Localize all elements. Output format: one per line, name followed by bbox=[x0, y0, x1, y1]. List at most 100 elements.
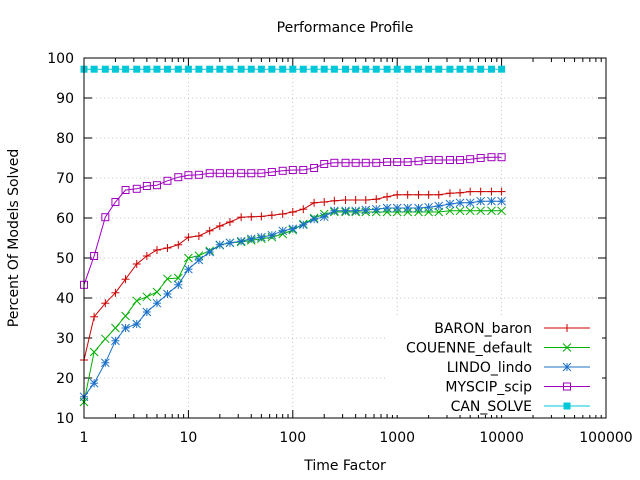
marker-stroke bbox=[329, 206, 339, 216]
marker-box bbox=[341, 158, 350, 167]
data-point bbox=[184, 253, 193, 263]
data-point bbox=[288, 166, 297, 174]
data-point bbox=[257, 232, 266, 242]
marker-stroke bbox=[184, 253, 193, 263]
data-point bbox=[487, 153, 496, 162]
data-point bbox=[498, 65, 506, 73]
marker-box bbox=[194, 170, 203, 179]
legend-item-baron-baron: BARON_baron bbox=[434, 321, 590, 337]
marker-stroke bbox=[476, 196, 486, 206]
data-point bbox=[215, 169, 224, 178]
legend-item-myscip-scip: MYSCIP_scip bbox=[445, 380, 590, 396]
data-point bbox=[497, 196, 506, 206]
legend-marker bbox=[563, 382, 571, 391]
marker-stroke bbox=[392, 203, 402, 213]
marker-box bbox=[101, 65, 109, 73]
data-point bbox=[361, 196, 370, 204]
data-point bbox=[89, 347, 99, 357]
marker-stroke bbox=[487, 206, 496, 216]
data-point bbox=[100, 358, 110, 368]
data-point bbox=[257, 169, 266, 178]
data-point bbox=[152, 181, 161, 190]
marker-stroke bbox=[309, 214, 319, 224]
marker-stroke bbox=[445, 199, 455, 209]
data-point bbox=[122, 65, 130, 73]
y-tick-label: 80 bbox=[56, 131, 74, 147]
data-point bbox=[279, 65, 287, 73]
chart-title: Performance Profile bbox=[277, 20, 414, 36]
marker-stroke bbox=[89, 347, 99, 357]
data-point bbox=[215, 222, 224, 230]
marker-stroke bbox=[163, 274, 172, 284]
data-point bbox=[225, 169, 234, 178]
data-point bbox=[487, 65, 495, 73]
marker-stroke bbox=[278, 226, 288, 236]
marker-box bbox=[320, 160, 329, 168]
marker-box bbox=[466, 65, 474, 73]
data-point bbox=[225, 238, 235, 248]
data-point bbox=[477, 65, 485, 73]
data-point bbox=[425, 65, 433, 73]
marker-box bbox=[362, 65, 370, 73]
data-point bbox=[342, 65, 350, 73]
data-point bbox=[320, 160, 329, 168]
data-point bbox=[487, 187, 496, 196]
data-point bbox=[237, 65, 245, 73]
data-point bbox=[163, 65, 171, 73]
marker-box bbox=[237, 169, 246, 178]
data-point bbox=[133, 65, 141, 73]
marker-box bbox=[320, 65, 328, 73]
marker-box bbox=[133, 65, 141, 73]
data-point bbox=[142, 292, 152, 302]
plot-frame bbox=[83, 57, 607, 419]
y-tick-label: 50 bbox=[56, 251, 74, 267]
data-point bbox=[455, 198, 465, 208]
marker-stroke bbox=[319, 212, 329, 222]
marker-box bbox=[205, 169, 214, 178]
data-point bbox=[246, 234, 256, 244]
marker-box bbox=[237, 65, 245, 73]
data-point bbox=[497, 206, 506, 216]
marker-box bbox=[288, 166, 297, 174]
marker-stroke bbox=[100, 358, 110, 368]
data-point bbox=[194, 232, 203, 240]
marker-stroke bbox=[487, 196, 496, 206]
data-point bbox=[111, 323, 120, 333]
x-tick-label: 100 bbox=[279, 430, 306, 446]
marker-box bbox=[310, 164, 319, 172]
data-point bbox=[341, 206, 350, 216]
marker-stroke bbox=[194, 255, 204, 265]
legend-label: CAN_SOLVE bbox=[451, 399, 532, 415]
marker-box bbox=[206, 65, 214, 73]
data-point bbox=[476, 196, 486, 206]
marker-box bbox=[278, 166, 287, 175]
data-point bbox=[424, 156, 433, 164]
data-point bbox=[392, 203, 402, 213]
data-point bbox=[90, 312, 99, 321]
legend-label: LINDO_lindo bbox=[447, 360, 532, 376]
marker-box bbox=[215, 169, 224, 178]
data-point bbox=[403, 203, 413, 213]
marker-stroke bbox=[382, 203, 392, 213]
marker-stroke bbox=[132, 319, 142, 329]
data-point bbox=[206, 65, 214, 73]
data-point bbox=[288, 224, 298, 234]
marker-stroke bbox=[111, 323, 120, 333]
data-point bbox=[226, 65, 234, 73]
marker-box bbox=[111, 198, 120, 206]
data-point bbox=[383, 65, 391, 73]
legend-marker bbox=[562, 362, 572, 372]
data-point bbox=[205, 226, 214, 235]
y-axis-label: Percent Of Models Solved bbox=[6, 149, 22, 327]
marker-stroke bbox=[476, 206, 486, 216]
data-point bbox=[195, 65, 203, 73]
data-point bbox=[361, 205, 371, 215]
data-point bbox=[424, 202, 433, 212]
data-point bbox=[299, 166, 308, 174]
legend-marker bbox=[563, 402, 571, 410]
data-point bbox=[111, 336, 120, 346]
marker-box bbox=[216, 65, 224, 73]
data-point bbox=[309, 214, 319, 224]
